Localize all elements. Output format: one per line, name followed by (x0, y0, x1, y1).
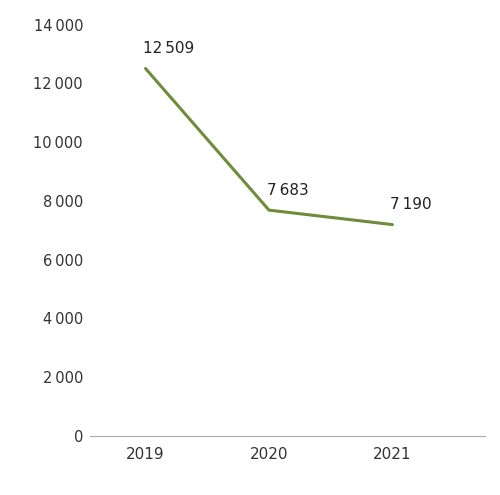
Text: 12 509: 12 509 (143, 41, 195, 56)
Text: 7 683: 7 683 (266, 183, 308, 198)
Text: 7 190: 7 190 (390, 198, 432, 212)
